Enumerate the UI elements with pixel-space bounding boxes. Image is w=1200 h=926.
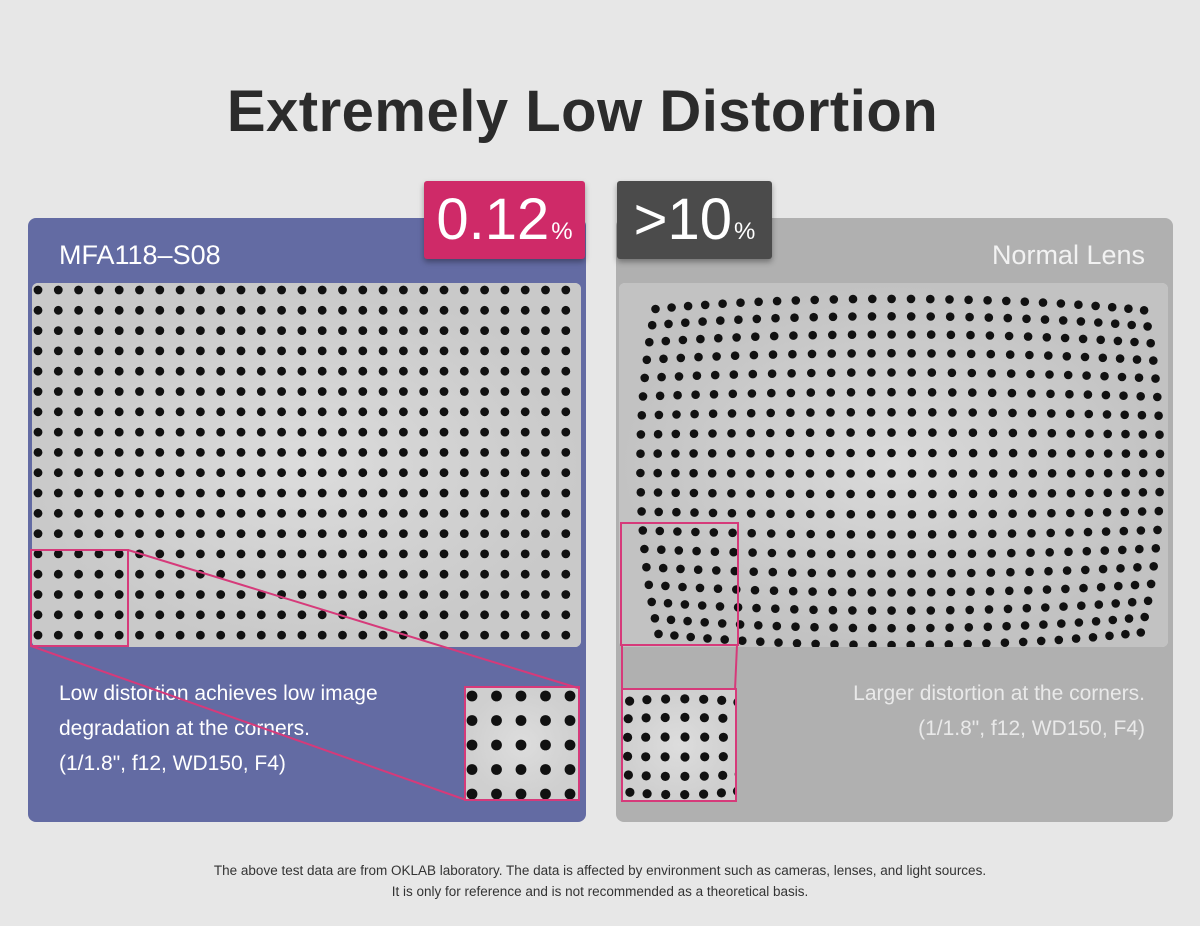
mfa-dot-grid-image <box>32 283 581 647</box>
normal-corner-zoom <box>621 688 737 802</box>
mfa-distortion-badge: 0.12 % <box>424 181 585 259</box>
footnote-line: The above test data are from OKLAB labor… <box>213 863 987 878</box>
page-title: Extremely Low Distortion <box>226 79 939 144</box>
normal-lens-label: Normal Lens <box>991 240 1145 270</box>
mfa-lens-label: MFA118–S08 <box>59 240 221 270</box>
description-line: Larger distortion at the corners. <box>853 682 1145 705</box>
mfa-lens-description: Low distortion achieves low image degrad… <box>59 676 378 781</box>
normal-distortion-unit: % <box>734 218 756 245</box>
description-line: (1/1.8", f12, WD150, F4) <box>59 752 286 775</box>
normal-distortion-value: >10 <box>633 187 733 252</box>
footnote: The above test data are from OKLAB labor… <box>0 860 1200 902</box>
description-line: Low distortion achieves low image <box>59 682 378 705</box>
normal-dot-grid-image <box>619 283 1168 647</box>
mfa-corner-zoom <box>464 686 580 801</box>
footnote-line: It is only for reference and is not reco… <box>391 884 809 899</box>
normal-distortion-badge: >10 % <box>617 181 772 259</box>
mfa-distortion-value: 0.12 <box>436 187 550 252</box>
description-line: degradation at the corners. <box>59 717 310 740</box>
normal-lens-description: Larger distortion at the corners. (1/1.8… <box>853 676 1145 746</box>
mfa-distortion-unit: % <box>551 218 573 245</box>
description-line: (1/1.8", f12, WD150, F4) <box>918 717 1145 740</box>
